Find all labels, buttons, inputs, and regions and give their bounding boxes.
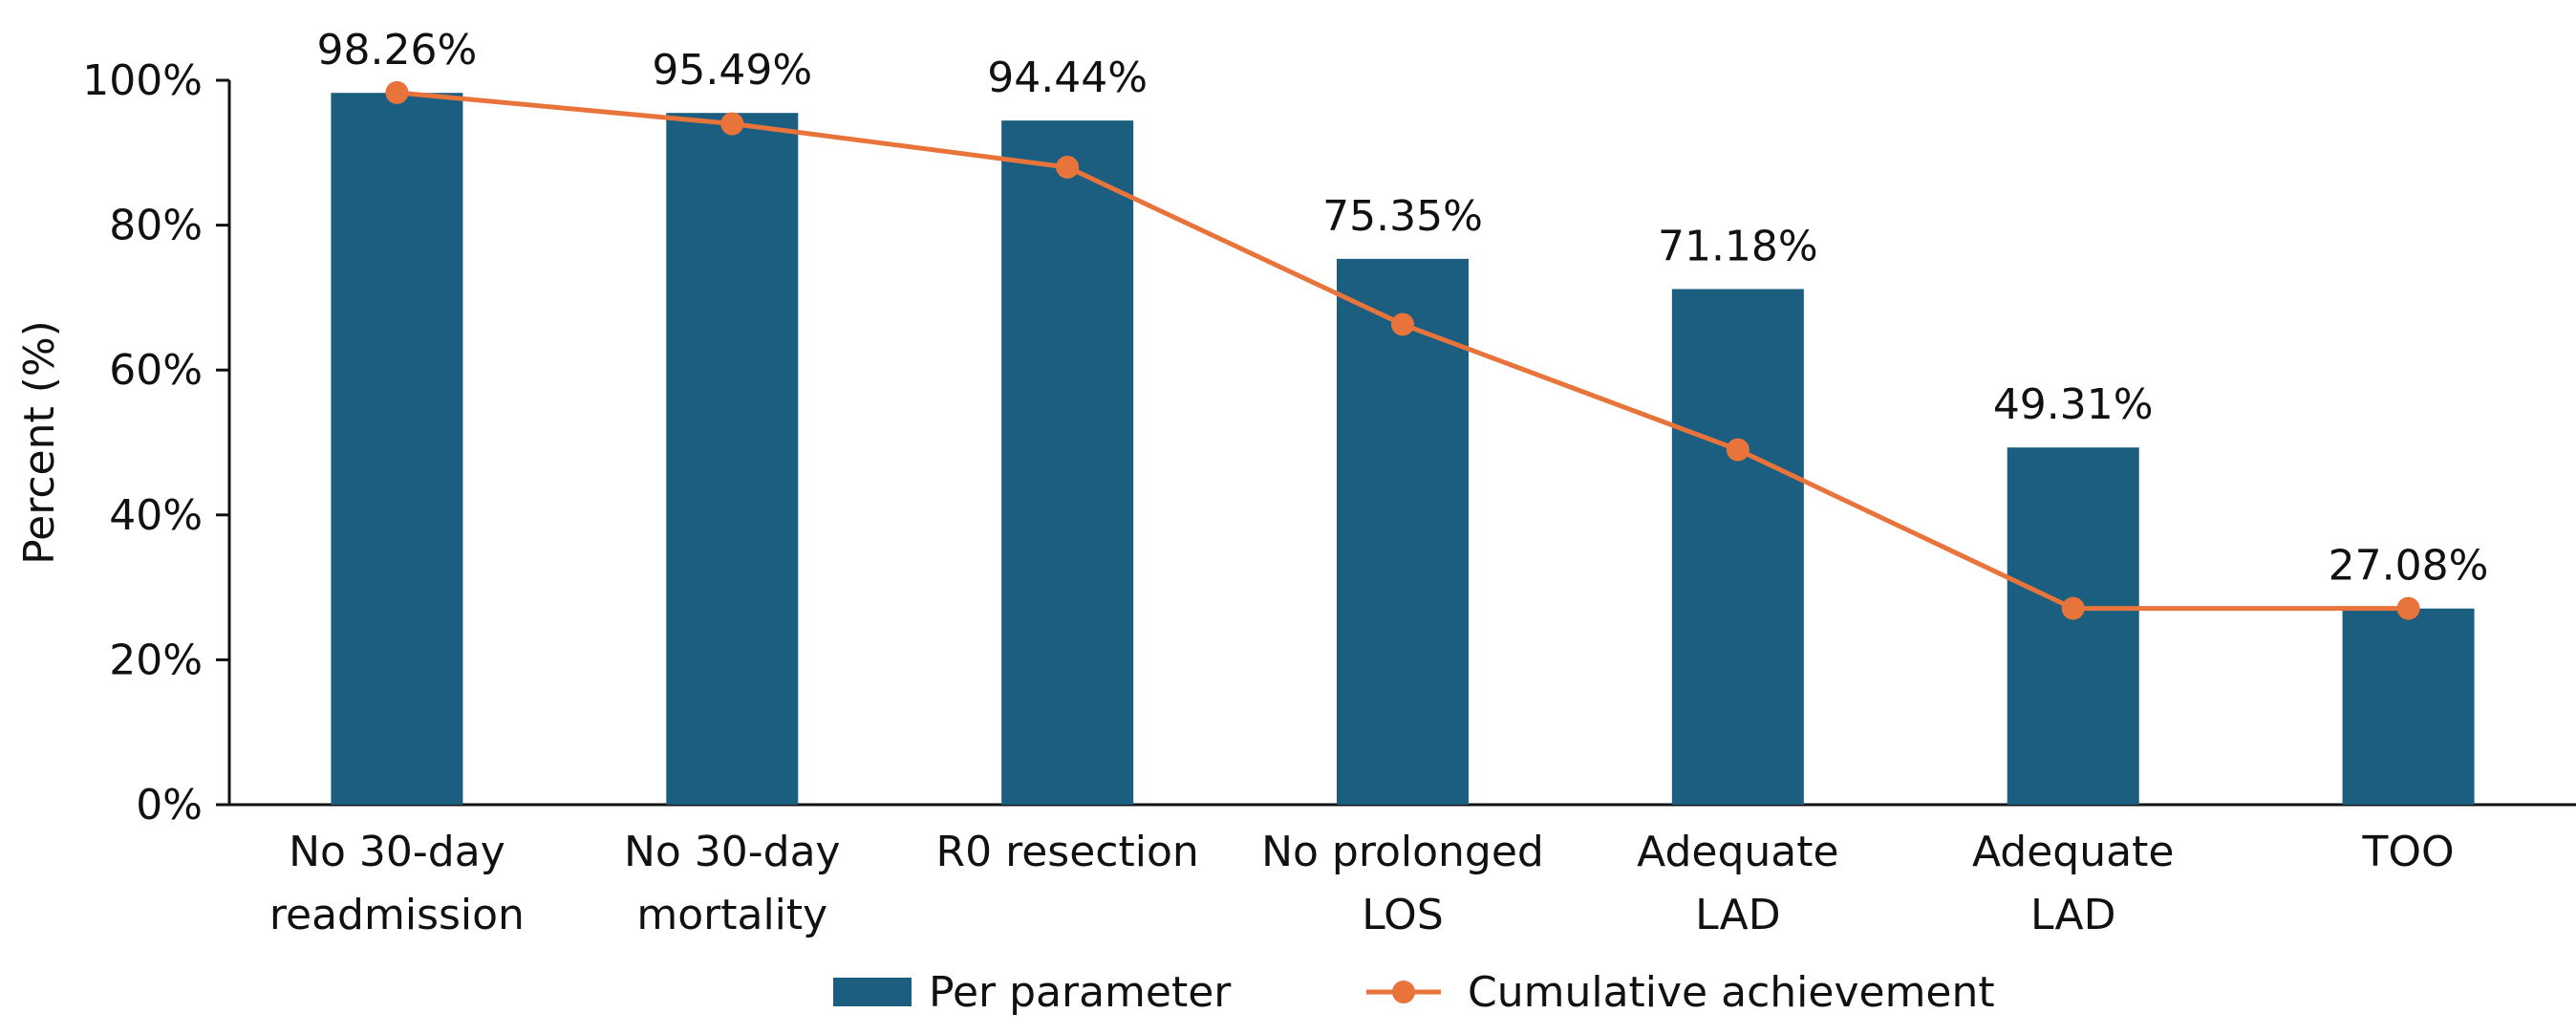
y-axis-title: Percent (%) (15, 320, 64, 565)
cumulative-point (720, 112, 744, 136)
data-label: 71.18% (1658, 222, 1818, 270)
x-category-label: LAD (2030, 891, 2116, 939)
bar (2007, 447, 2139, 805)
legend-label-per-parameter: Per parameter (929, 968, 1232, 1017)
x-category-label: mortality (636, 891, 827, 939)
legend-swatch-per-parameter (833, 978, 912, 1006)
bar (331, 93, 463, 805)
y-tick-label: 60% (109, 346, 203, 395)
legend-marker-cumulative (1392, 981, 1415, 1003)
cumulative-point (385, 80, 409, 104)
y-tick-label: 20% (109, 636, 203, 684)
cumulative-point (1726, 438, 1750, 462)
bar (666, 113, 799, 806)
x-category-label: No prolonged (1261, 828, 1544, 876)
x-category-label: readmission (269, 891, 525, 939)
x-category-label: No 30-day (289, 828, 505, 876)
x-category-label: R0 resection (936, 828, 1199, 876)
y-tick-label: 80% (109, 202, 203, 250)
legend-label-cumulative: Cumulative achievement (1468, 968, 1995, 1017)
labels: No 30-day readmission No 30-day mortality R0… (269, 26, 2489, 939)
bar (1671, 289, 1804, 806)
data-label: 98.26% (317, 26, 478, 75)
bar (2342, 608, 2475, 805)
y-tick-label: 100% (82, 56, 203, 105)
cumulative-point (1056, 155, 1080, 179)
data-label: 49.31% (1993, 380, 2154, 429)
bar (1337, 258, 1469, 805)
x-category-label: Adequate (1637, 828, 1838, 876)
legend: Per parameter Cumulative achievement (833, 968, 1995, 1017)
cumulative-point (1391, 313, 1414, 336)
data-label: 27.08% (2329, 542, 2489, 591)
x-category-label: No 30-day (624, 828, 841, 876)
y-tick-label: 40% (109, 491, 203, 540)
y-tick-label: 0% (136, 781, 203, 830)
bars (331, 93, 2475, 806)
bar (1001, 120, 1134, 806)
cumulative-point (2396, 596, 2420, 620)
data-label: 75.35% (1322, 192, 1483, 241)
x-category-label: LOS (1362, 891, 1444, 939)
axes: 0% 20% 40% 60% 80% 100% Percent (%) (15, 56, 2576, 830)
x-category-label: LAD (1695, 891, 1781, 939)
cumulative-line (385, 80, 2420, 620)
x-category-label: Adequate (1972, 828, 2174, 876)
data-label: 95.49% (652, 46, 812, 95)
data-label: 94.44% (987, 54, 1148, 102)
cumulative-point (2061, 596, 2085, 620)
x-category-label: TOO (2361, 828, 2454, 876)
